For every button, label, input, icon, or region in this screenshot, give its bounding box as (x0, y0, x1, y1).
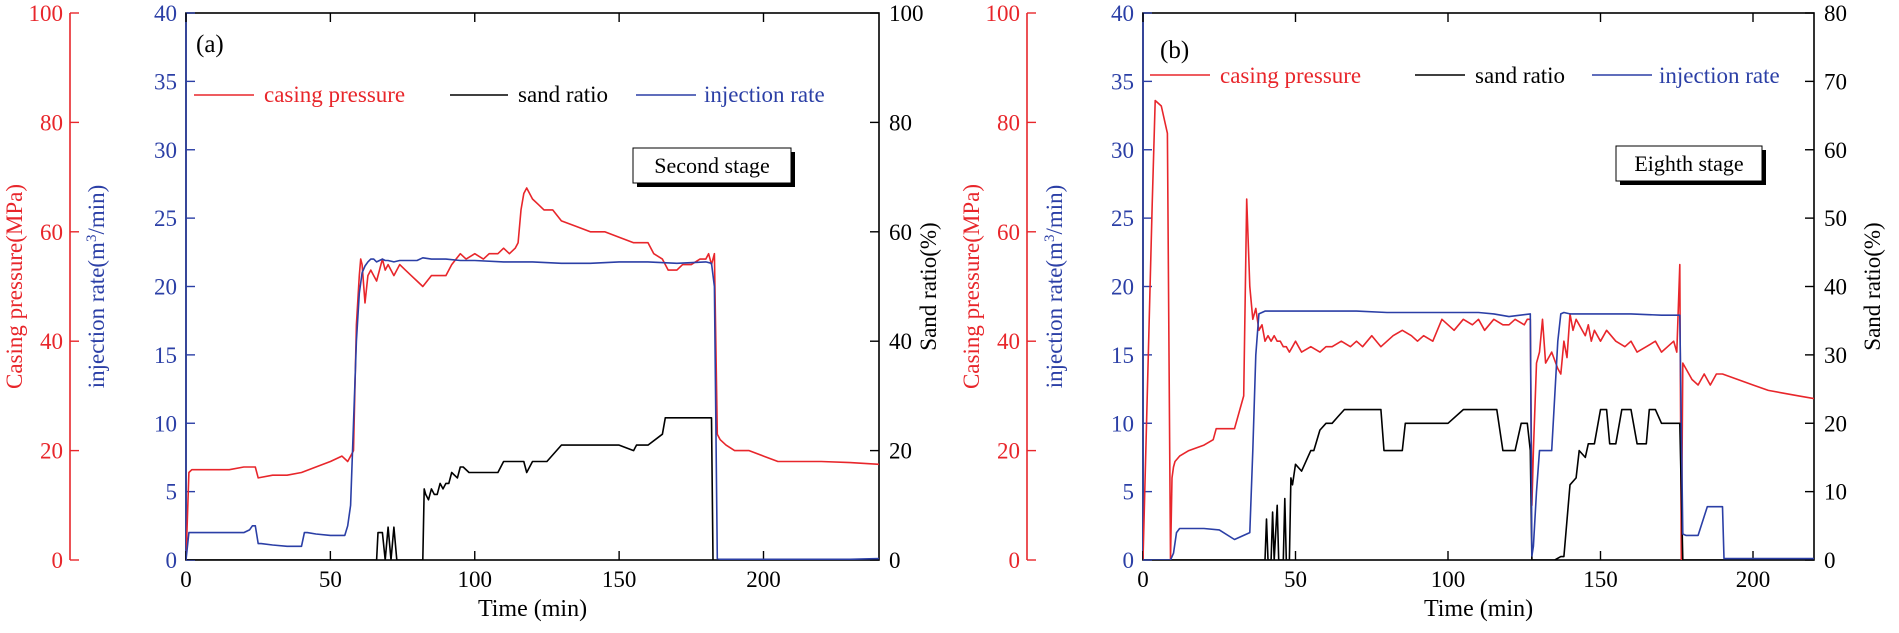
pressure-tick-label: 20 (40, 439, 63, 464)
injection-tick-label: 15 (1111, 343, 1134, 368)
injection-rate-axis: 0 5 10 15 20 25 30 35 40 injection rate(m3/min) (84, 1, 195, 573)
x-tick-label: 100 (458, 567, 493, 592)
sand-tick-label: 40 (889, 329, 912, 354)
sand-ratio-axis: 0 10 20 30 40 50 60 70 80 Sand ratio(%) (1805, 1, 1885, 573)
series-group (1143, 99, 1814, 560)
sand-tick-label: 0 (1824, 548, 1836, 573)
sand-tick-label: 40 (1824, 275, 1847, 300)
injection-tick-label: 15 (154, 343, 177, 368)
sand-tick-label: 20 (1824, 411, 1847, 436)
sand-ratio-axis: 0 20 40 60 80 100 Sand ratio(%) (870, 1, 941, 573)
legend: casing pressure sand ratio injection rat… (1150, 63, 1780, 88)
stage-label: Eighth stage (1634, 151, 1743, 176)
injection-tick-label: 5 (1123, 480, 1135, 505)
sand-tick-label: 20 (889, 439, 912, 464)
series-sand-ratio-line (1143, 408, 1814, 560)
pressure-tick-label: 40 (997, 329, 1020, 354)
x-axis-label: Time (min) (478, 596, 587, 622)
injection-tick-label: 0 (166, 548, 178, 573)
pressure-tick-label: 40 (40, 329, 63, 354)
x-tick-label: 200 (1736, 567, 1771, 592)
sand-tick-label: 60 (1824, 138, 1847, 163)
series-sand-ratio-line (186, 416, 714, 560)
pressure-tick-label: 60 (997, 220, 1020, 245)
pressure-axis-label: Casing pressure(MPa) (2, 184, 27, 389)
panel-label: (b) (1160, 37, 1189, 64)
x-tick-label: 150 (602, 567, 637, 592)
sand-tick-label: 10 (1824, 480, 1847, 505)
sand-axis-label: Sand ratio(%) (916, 222, 941, 350)
sand-tick-label: 80 (889, 110, 912, 135)
injection-tick-label: 25 (154, 206, 177, 231)
injection-tick-label: 30 (1111, 138, 1134, 163)
x-axis-label: Time (min) (1424, 596, 1533, 622)
sand-tick-label: 60 (889, 220, 912, 245)
sand-tick-label: 30 (1824, 343, 1847, 368)
sand-tick-label: 70 (1824, 69, 1847, 94)
legend-sand-label: sand ratio (518, 82, 608, 107)
injection-tick-label: 35 (1111, 69, 1134, 94)
injection-tick-label: 10 (1111, 411, 1134, 436)
series-injection-rate-line (186, 256, 879, 560)
injection-rate-axis: 0 5 10 15 20 25 30 35 40 injection rate(m3/min) (1042, 1, 1152, 573)
pressure-tick-label: 80 (997, 110, 1020, 135)
sand-tick-label: 50 (1824, 206, 1847, 231)
injection-tick-label: 25 (1111, 206, 1134, 231)
x-tick-label: 50 (319, 567, 342, 592)
x-tick-label: 0 (180, 567, 192, 592)
x-tick-label: 100 (1431, 567, 1466, 592)
legend-casing-label: casing pressure (264, 82, 405, 107)
plot-frame (1142, 12, 1815, 561)
legend-casing-label: casing pressure (1220, 63, 1361, 88)
sand-tick-label: 80 (1824, 1, 1847, 26)
x-tick-label: 150 (1583, 567, 1618, 592)
stage-label-frame (632, 147, 792, 184)
injection-tick-label: 10 (154, 411, 177, 436)
injection-tick-label: 35 (154, 69, 177, 94)
injection-axis-label: injection rate(m3/min) (1042, 185, 1067, 389)
series-casing-pressure-line (186, 187, 879, 560)
x-tick-label: 50 (1284, 567, 1307, 592)
injection-tick-label: 0 (1123, 548, 1135, 573)
pressure-tick-label: 60 (40, 220, 63, 245)
injection-tick-label: 40 (1111, 1, 1134, 26)
x-tick-label: 200 (746, 567, 781, 592)
injection-axis-label: injection rate(m3/min) (84, 185, 109, 389)
time-axis: 0 50 100 150 200 Time (min) (1137, 13, 1770, 622)
series-casing-pressure-line (1143, 99, 1814, 560)
pressure-tick-label: 100 (986, 1, 1021, 26)
stage-label-box: Eighth stage (1615, 145, 1766, 185)
sand-tick-label: 0 (889, 548, 901, 573)
injection-tick-label: 5 (166, 480, 178, 505)
pressure-axis-label: Casing pressure(MPa) (959, 184, 984, 389)
legend: casing pressure sand ratio injection rat… (194, 82, 825, 107)
casing-pressure-axis: 0 20 40 60 80 100 Casing pressure(MPa) (959, 1, 1036, 573)
x-tick-label: 0 (1137, 567, 1149, 592)
panel-a: 0 20 40 60 80 100 Casing pressure(MPa) 0 5 10 15 2… (2, 1, 941, 622)
injection-tick-label: 20 (1111, 275, 1134, 300)
series-injection-rate-line (1143, 310, 1814, 560)
pressure-tick-label: 80 (40, 110, 63, 135)
stage-label-frame (1615, 145, 1763, 182)
injection-tick-label: 20 (154, 275, 177, 300)
time-axis: 0 50 100 150 200 Time (min) (180, 13, 781, 622)
stage-label: Second stage (654, 153, 769, 178)
legend-injection-label: injection rate (1659, 63, 1780, 88)
injection-tick-label: 30 (154, 138, 177, 163)
pressure-tick-label: 20 (997, 439, 1020, 464)
legend-sand-label: sand ratio (1475, 63, 1565, 88)
stage-label-box: Second stage (632, 147, 795, 187)
series-group (186, 187, 879, 560)
pressure-tick-label: 0 (1009, 548, 1021, 573)
pressure-tick-label: 0 (52, 548, 64, 573)
injection-tick-label: 40 (154, 1, 177, 26)
pressure-tick-label: 100 (29, 1, 64, 26)
legend-injection-label: injection rate (704, 82, 825, 107)
panel-label: (a) (196, 31, 224, 58)
casing-pressure-axis: 0 20 40 60 80 100 Casing pressure(MPa) (2, 1, 79, 573)
sand-axis-label: Sand ratio(%) (1860, 222, 1885, 350)
sand-tick-label: 100 (889, 1, 924, 26)
